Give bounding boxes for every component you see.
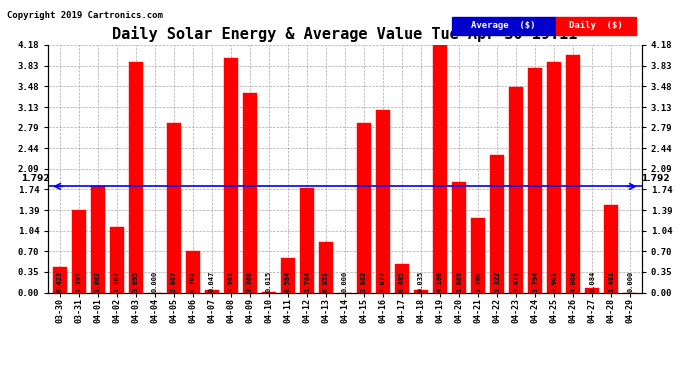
- Text: 0.015: 0.015: [266, 271, 272, 292]
- Bar: [205, 290, 219, 292]
- Text: 3.368: 3.368: [247, 271, 253, 292]
- Text: 0.701: 0.701: [190, 271, 196, 292]
- Text: 0.000: 0.000: [627, 271, 633, 292]
- Bar: [452, 182, 466, 292]
- Bar: [72, 210, 86, 292]
- Text: 3.901: 3.901: [551, 271, 558, 292]
- Bar: [319, 242, 333, 292]
- Text: 1.792: 1.792: [21, 174, 49, 183]
- Bar: [167, 123, 181, 292]
- Text: 0.423: 0.423: [57, 271, 63, 292]
- Bar: [509, 87, 523, 292]
- Text: 1.764: 1.764: [304, 271, 310, 292]
- Text: 0.485: 0.485: [399, 271, 405, 292]
- Text: 2.867: 2.867: [171, 271, 177, 292]
- Bar: [395, 264, 409, 292]
- Text: 3.961: 3.961: [228, 271, 234, 292]
- Bar: [110, 227, 124, 292]
- Bar: [357, 123, 371, 292]
- Text: 1.802: 1.802: [95, 271, 101, 292]
- Bar: [52, 267, 67, 292]
- Text: 1.395: 1.395: [76, 271, 81, 292]
- Bar: [90, 186, 105, 292]
- Bar: [224, 58, 238, 292]
- Bar: [433, 45, 447, 292]
- Text: Average  ($): Average ($): [471, 21, 536, 30]
- Bar: [281, 258, 295, 292]
- Text: 0.035: 0.035: [418, 271, 424, 292]
- Text: 1.260: 1.260: [475, 271, 481, 292]
- Text: Copyright 2019 Cartronics.com: Copyright 2019 Cartronics.com: [7, 11, 163, 20]
- Bar: [566, 55, 580, 292]
- Bar: [128, 62, 143, 292]
- Text: 3.794: 3.794: [532, 271, 538, 292]
- Text: 2.862: 2.862: [361, 271, 367, 292]
- Bar: [452, 16, 555, 35]
- Bar: [604, 205, 618, 292]
- Text: 0.000: 0.000: [152, 271, 158, 292]
- Text: Daily  ($): Daily ($): [569, 21, 622, 30]
- Bar: [490, 155, 504, 292]
- Text: 0.000: 0.000: [342, 271, 348, 292]
- Text: 3.471: 3.471: [513, 271, 519, 292]
- Bar: [376, 110, 390, 292]
- Bar: [243, 93, 257, 292]
- Text: 1.481: 1.481: [609, 271, 614, 292]
- Text: 4.008: 4.008: [570, 271, 576, 292]
- Text: 0.851: 0.851: [323, 271, 329, 292]
- Bar: [585, 288, 600, 292]
- Bar: [186, 251, 200, 292]
- Bar: [414, 290, 428, 292]
- Text: 3.077: 3.077: [380, 271, 386, 292]
- Text: 0.584: 0.584: [285, 271, 291, 292]
- Text: 0.084: 0.084: [589, 271, 595, 292]
- Text: 1.792: 1.792: [641, 174, 669, 183]
- Text: 3.895: 3.895: [132, 271, 139, 292]
- Title: Daily Solar Energy & Average Value Tue Apr 30 19:11: Daily Solar Energy & Average Value Tue A…: [112, 27, 578, 42]
- Bar: [528, 68, 542, 292]
- Text: 1.869: 1.869: [456, 271, 462, 292]
- Bar: [471, 218, 485, 292]
- Text: 0.047: 0.047: [209, 271, 215, 292]
- Text: 1.107: 1.107: [114, 271, 120, 292]
- Text: 4.180: 4.180: [437, 271, 443, 292]
- Bar: [555, 16, 635, 35]
- Bar: [300, 188, 314, 292]
- Text: 2.322: 2.322: [494, 271, 500, 292]
- Bar: [547, 62, 562, 292]
